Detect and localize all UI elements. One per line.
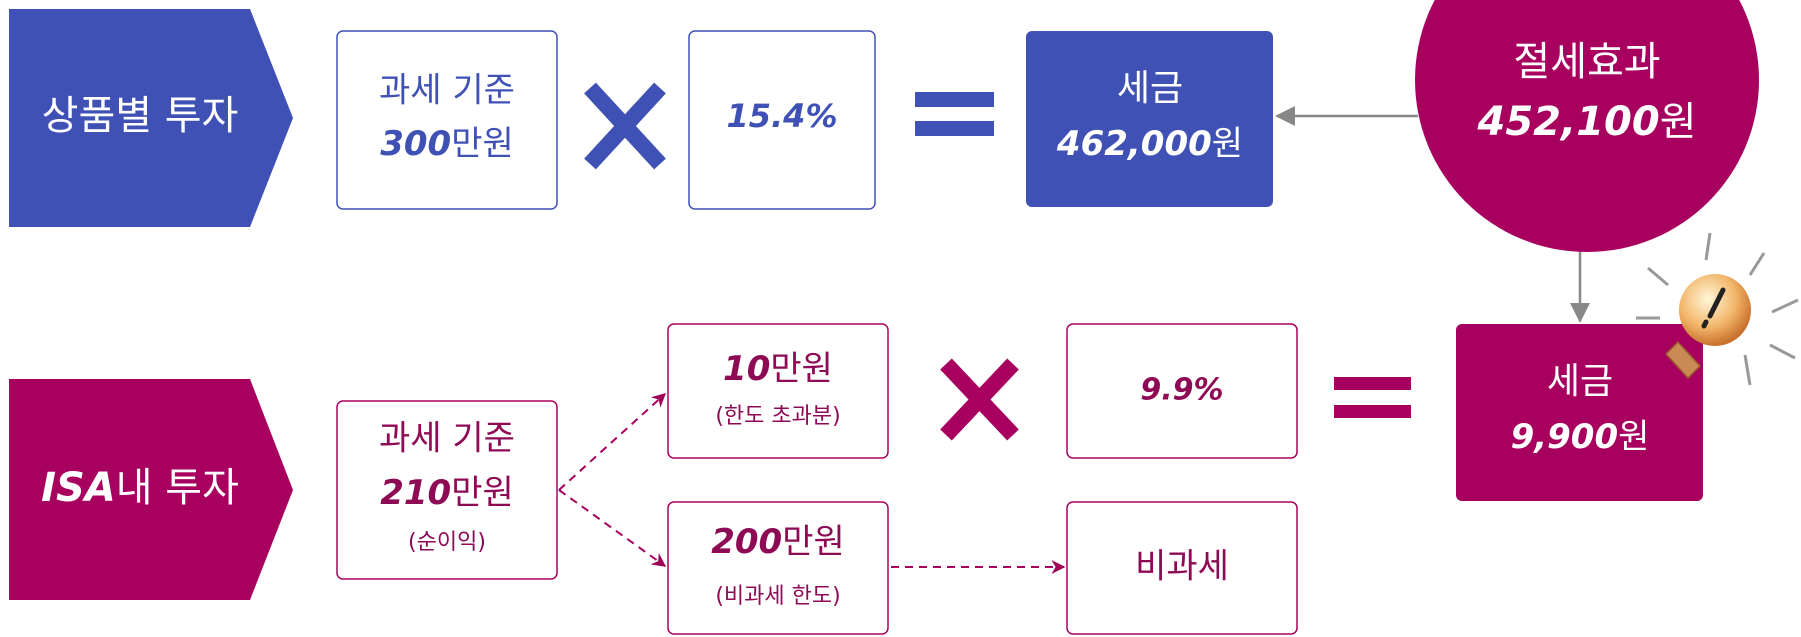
tax-amount: 9,900원 xyxy=(1511,417,1650,457)
rate: 9.9% xyxy=(1140,373,1223,408)
box xyxy=(336,400,558,580)
saving-label: 절세효과 xyxy=(1513,39,1660,85)
unit: 원 xyxy=(1660,99,1697,145)
box-amount: 10만원 xyxy=(723,349,833,389)
unit: 만원 xyxy=(770,349,833,389)
tax-label: 세금 xyxy=(1117,68,1183,109)
label-rest: 내 투자 xyxy=(116,465,239,511)
saving-circle xyxy=(1415,0,1759,252)
amount: 10 xyxy=(723,349,770,389)
box xyxy=(1066,501,1298,635)
unit: 만원 xyxy=(451,473,514,513)
row-label: ISA내 투자 xyxy=(41,465,239,511)
row-label: 상품별 투자 xyxy=(42,93,239,139)
tax-label: 세금 xyxy=(1547,361,1613,402)
box-amount: 200만원 xyxy=(711,522,845,562)
unit: 원 xyxy=(1618,417,1649,457)
times-sign xyxy=(940,358,1019,441)
label-bold: ISA xyxy=(41,465,116,511)
box-note: (순이익) xyxy=(408,530,486,555)
amount: 462,000 xyxy=(1056,124,1212,164)
tax-box xyxy=(1456,324,1703,501)
tax-box xyxy=(1026,31,1273,207)
unit: 만원 xyxy=(782,522,845,562)
amount: 210 xyxy=(380,473,451,513)
box-label: 과세 기준 xyxy=(379,419,515,459)
amount: 9,900 xyxy=(1511,417,1619,457)
box-note: (비과세 한도) xyxy=(715,584,840,609)
box xyxy=(1066,323,1298,459)
times-sign xyxy=(584,82,666,170)
box xyxy=(667,501,889,635)
unit: 원 xyxy=(1212,124,1243,164)
box-note: (한도 초과분) xyxy=(715,404,840,429)
box-amount: 300만원 xyxy=(380,124,514,164)
box xyxy=(688,30,876,210)
amount: 300 xyxy=(380,124,451,164)
box xyxy=(336,30,558,210)
rate: 15.4% xyxy=(726,97,837,135)
amount: 200 xyxy=(711,522,782,562)
equals-sign xyxy=(915,92,994,136)
equals-sign xyxy=(1334,377,1411,418)
lightbulb-icon xyxy=(1636,232,1799,386)
tax-amount: 462,000원 xyxy=(1056,124,1243,164)
unit: 만원 xyxy=(451,124,514,164)
row-label-shape xyxy=(9,379,293,600)
exempt-result: 비과세 xyxy=(1135,547,1229,587)
box-label: 과세 기준 xyxy=(379,71,515,111)
box-amount: 210만원 xyxy=(380,473,514,513)
saving-amount: 452,100원 xyxy=(1477,99,1697,145)
dashed-arrows xyxy=(558,393,1066,574)
row-label-shape xyxy=(9,9,293,227)
box xyxy=(667,323,889,459)
amount: 452,100 xyxy=(1477,99,1660,145)
